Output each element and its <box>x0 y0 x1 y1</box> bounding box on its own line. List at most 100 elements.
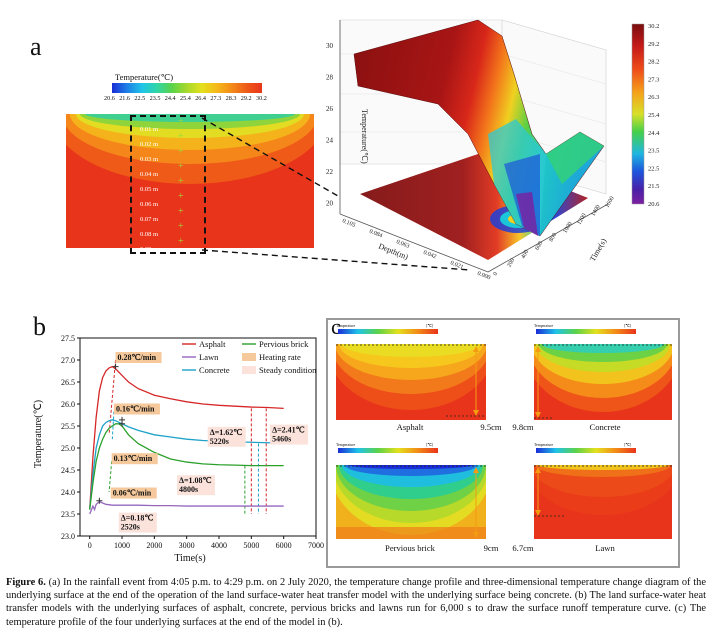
series-line-asphalt <box>89 365 284 510</box>
peak-marker-icon <box>112 363 119 370</box>
caption-text: (a) In the rainfall event from 4:05 p.m.… <box>6 577 706 628</box>
legend-swatch <box>242 366 256 374</box>
annotation-text: 0.16℃/min <box>116 404 155 413</box>
time-tick: 1600 <box>605 196 616 209</box>
y-tick-label: 25.0 <box>61 444 75 453</box>
panel-a-label: a <box>30 32 42 61</box>
plot-frame <box>79 337 317 537</box>
panel-c-concrete-profile <box>534 344 672 420</box>
x-tick-label: 3000 <box>179 541 195 550</box>
depth-label-row: 0.02 m + <box>140 131 200 151</box>
y-tick-label: 24.5 <box>61 466 75 475</box>
x-tick-label: 7000 <box>308 541 324 550</box>
reference-dashed-line <box>108 359 117 435</box>
time-tick: 1200 <box>577 213 588 226</box>
x-tick-label: 6000 <box>276 541 292 550</box>
probe-marker-icon: + <box>178 191 184 202</box>
y-tick-label: 23.5 <box>61 510 75 519</box>
panel-c-pervious: Temperature [℃] <box>336 442 486 453</box>
probe-marker-icon: + <box>178 221 184 232</box>
chart-y-axis-label: Temperature(℃) <box>33 400 44 468</box>
colorbar-tick: 29.2 <box>240 95 252 102</box>
x-tick-label: 1000 <box>114 541 130 550</box>
panel-c-concrete-depth: 9.8cm <box>512 422 534 432</box>
annotation-box <box>270 424 309 445</box>
annotation-text: 2520s <box>121 523 140 532</box>
colorbar-tick: 25.4 <box>180 95 191 102</box>
probe-marker-icon: + <box>178 206 184 217</box>
colorbar-tick: 23.5 <box>149 95 161 102</box>
depth-label: 0.07 m <box>140 216 159 223</box>
depth-label-row: 0.07 m + <box>140 206 200 226</box>
depth-label-row: 0.08 m + <box>140 221 200 241</box>
depth-label: 0.09 m <box>140 246 159 253</box>
legend-label: Asphalt <box>199 339 226 349</box>
y-tick-label: 23.0 <box>61 532 75 541</box>
colorbar-tick: 22.5 <box>134 95 146 102</box>
depth-label: 0.08 m <box>140 231 159 238</box>
annotation-box <box>110 487 157 499</box>
y-tick-label: 27.5 <box>61 334 75 343</box>
colorbar3d-tick: 24.4 <box>648 130 660 137</box>
colorbar-tick: 24.4 <box>164 95 176 102</box>
mini-legend-unit: [℃] <box>426 324 433 328</box>
time-tick: 1400 <box>591 204 602 217</box>
panel-c-asphalt-name: Asphalt <box>396 422 424 432</box>
depth-tick: 0.042 <box>422 250 437 261</box>
depth-tick: 0.021 <box>449 260 464 271</box>
panel-c-lawn: Temperature [℃] <box>534 442 684 453</box>
depth-label-row: 0.03 m + <box>140 146 200 166</box>
annotation-text: 0.28℃/min <box>118 353 157 362</box>
time-tick: 1000 <box>563 221 574 234</box>
z-tick: 22 <box>326 168 334 176</box>
annotation-box <box>111 453 158 465</box>
x-tick-label: 5000 <box>243 541 259 550</box>
time-tick: 400 <box>521 249 531 260</box>
depth-label: 0.05 m <box>140 186 159 193</box>
series-line-lawn <box>89 500 284 515</box>
time-tick: 800 <box>549 232 559 243</box>
annotation-text: 5220s <box>210 437 229 446</box>
mini-legend-title-pervious: Temperature <box>336 443 356 447</box>
panel-c-lawn-name: Lawn <box>595 543 615 553</box>
time-tick: 0 <box>493 271 500 277</box>
panel-a-colorbar-title: Temperature(℃) <box>115 72 174 82</box>
colorbar3d-tick: 20.6 <box>648 201 660 208</box>
legend-label: Pervious brick <box>259 339 309 349</box>
z-tick: 20 <box>326 200 334 208</box>
mini-legend-title: Temperature <box>336 324 356 328</box>
z-tick: 26 <box>326 105 334 113</box>
legend-label: Heating rate <box>259 352 301 362</box>
mini-legend-unit-concrete: [℃] <box>624 324 631 328</box>
time-tick: 600 <box>535 241 545 252</box>
mini-legend-unit-lawn: [℃] <box>624 443 631 447</box>
depth-label: 0.03 m <box>140 156 159 163</box>
panel-c-pervious-depth: 9cm <box>483 543 499 553</box>
probe-marker-icon: + <box>178 236 184 247</box>
annotation-text: 0.13℃/min <box>114 454 153 463</box>
legend-swatch <box>242 353 256 361</box>
annotation-text: 0.06℃/min <box>113 489 152 498</box>
probe-marker-icon: + <box>178 161 184 172</box>
annotation-text: Δ=1.08℃ <box>179 476 212 485</box>
depth-tick: 0.105 <box>341 218 356 229</box>
panel-c-lawn-depth: 6.7cm <box>512 543 534 553</box>
annotation-box <box>115 352 162 363</box>
legend-label: Lawn <box>199 352 219 362</box>
depth-label-row: 0.04 m + <box>140 161 200 181</box>
colorbar3d-tick: 23.5 <box>648 148 659 155</box>
colorbar-tick: 21.6 <box>119 95 131 102</box>
peak-marker-icon <box>119 420 126 427</box>
depth-label: 0.06 m <box>140 201 159 208</box>
chart-x-axis-label: Time(s) <box>174 553 205 564</box>
y-tick-label: 26.5 <box>61 378 75 387</box>
time-tick: 200 <box>507 258 517 269</box>
y-tick-label: 26.0 <box>61 400 75 409</box>
z-tick: 30 <box>326 42 334 50</box>
colorbar3d-tick: 22.5 <box>648 165 659 172</box>
colorbar-tick: 27.3 <box>210 95 222 102</box>
colorbar3d-tick: 29.2 <box>648 41 659 48</box>
caption-label: Figure 6. <box>6 577 46 588</box>
colorbar-tick: 20.6 <box>104 95 115 102</box>
mini-legend-title-lawn: Temperature <box>534 443 554 447</box>
